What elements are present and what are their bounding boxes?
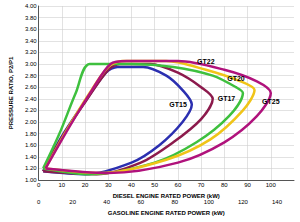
svg-text:30: 30 (105, 182, 112, 188)
svg-text:3.40: 3.40 (25, 38, 37, 44)
svg-text:3.80: 3.80 (25, 15, 37, 21)
svg-text:20: 20 (82, 182, 89, 188)
svg-text:DIESEL ENGINE RATED POWER (kW): DIESEL ENGINE RATED POWER (kW) (113, 193, 220, 199)
svg-text:20: 20 (69, 199, 76, 205)
svg-text:4.00: 4.00 (25, 3, 37, 9)
svg-text:140: 140 (272, 199, 283, 205)
svg-text:2.00: 2.00 (25, 119, 37, 125)
svg-text:40: 40 (128, 182, 135, 188)
svg-text:GT25: GT25 (262, 98, 280, 105)
svg-text:1.40: 1.40 (25, 154, 37, 160)
svg-text:50: 50 (151, 182, 158, 188)
svg-text:GT17: GT17 (218, 95, 236, 102)
svg-text:2.60: 2.60 (25, 84, 37, 90)
svg-text:GT15: GT15 (169, 101, 187, 108)
svg-text:100: 100 (266, 182, 277, 188)
svg-text:3.20: 3.20 (25, 49, 37, 55)
svg-text:10: 10 (58, 182, 65, 188)
svg-text:GT22: GT22 (197, 58, 215, 65)
svg-text:70: 70 (198, 182, 205, 188)
svg-text:60: 60 (175, 182, 182, 188)
svg-text:3.60: 3.60 (25, 26, 37, 32)
svg-text:3.00: 3.00 (25, 61, 37, 67)
svg-text:0: 0 (37, 182, 41, 188)
svg-text:1.20: 1.20 (25, 165, 37, 171)
svg-text:GASOLINE ENGINE RATED POWER (k: GASOLINE ENGINE RATED POWER (kW) (108, 210, 225, 216)
svg-text:100: 100 (204, 199, 215, 205)
svg-text:1.00: 1.00 (25, 177, 37, 183)
svg-text:0: 0 (37, 199, 41, 205)
svg-text:1.60: 1.60 (25, 142, 37, 148)
svg-text:90: 90 (244, 182, 251, 188)
svg-text:40: 40 (103, 199, 110, 205)
svg-text:PRESSURE RATIO, P2/P1: PRESSURE RATIO, P2/P1 (8, 56, 14, 129)
svg-text:GT20: GT20 (227, 75, 245, 82)
svg-text:2.80: 2.80 (25, 73, 37, 79)
svg-text:2.20: 2.20 (25, 107, 37, 113)
svg-text:80: 80 (221, 182, 228, 188)
svg-text:60: 60 (137, 199, 144, 205)
svg-text:2.40: 2.40 (25, 96, 37, 102)
svg-text:1.80: 1.80 (25, 131, 37, 137)
svg-text:120: 120 (238, 199, 249, 205)
svg-text:80: 80 (171, 199, 178, 205)
